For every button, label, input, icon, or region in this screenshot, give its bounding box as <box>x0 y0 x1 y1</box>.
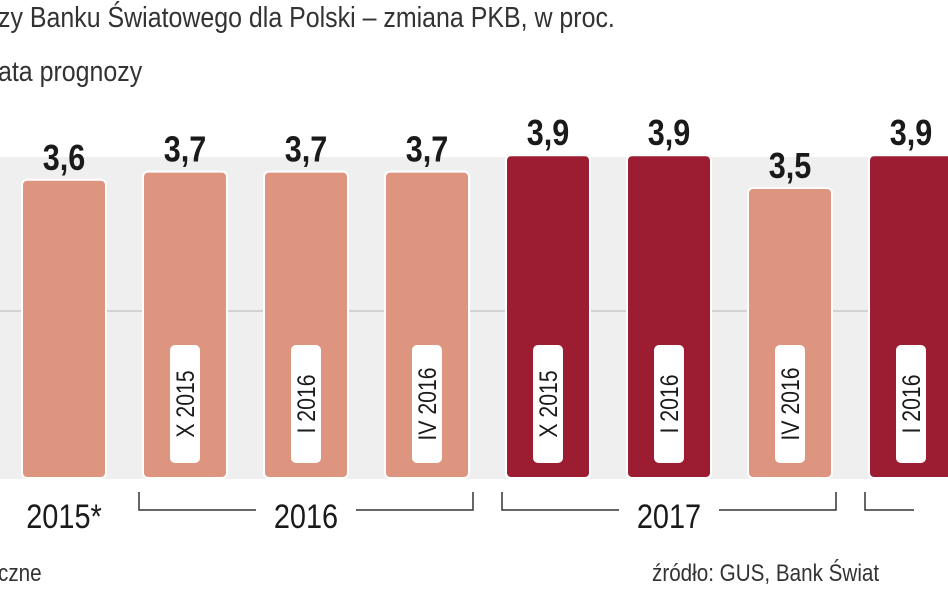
forecast-date-label: I 2016 <box>655 374 683 433</box>
bar <box>384 170 470 479</box>
bar <box>505 154 591 479</box>
value-label: 3,7 <box>285 130 328 170</box>
forecast-date-box <box>775 345 805 463</box>
bar <box>626 154 712 479</box>
year-label: 2015* <box>26 497 102 536</box>
bar <box>868 154 948 479</box>
value-label: 3,7 <box>164 130 207 170</box>
value-label: 3,9 <box>648 114 691 154</box>
value-label: 3,6 <box>43 139 86 179</box>
bar <box>21 178 107 480</box>
forecast-date-box <box>533 345 563 463</box>
forecast-date-box <box>170 345 200 463</box>
forecast-date-label: I 2016 <box>897 374 925 433</box>
bar <box>263 170 349 479</box>
source-note: źródło: GUS, Bank Świat <box>652 560 880 587</box>
forecast-date-label: IV 2016 <box>776 367 804 440</box>
year-label: 2017 <box>637 497 701 536</box>
year-bracket <box>501 492 837 511</box>
forecast-date-label: X 2015 <box>534 370 562 437</box>
forecast-date-box <box>291 345 321 463</box>
year-label: 2016 <box>274 497 338 536</box>
forecast-date-label: I 2016 <box>292 374 320 433</box>
year-bracket <box>138 492 474 511</box>
value-label: 3,5 <box>769 147 812 187</box>
value-label: 3,9 <box>890 114 933 154</box>
year-bracket <box>864 492 914 511</box>
value-label: 3,9 <box>527 114 570 154</box>
bar <box>747 187 833 479</box>
footnote: czne <box>0 560 42 587</box>
forecast-date-box <box>412 345 442 463</box>
bar <box>142 170 228 479</box>
forecast-date-label: IV 2016 <box>413 367 441 440</box>
chart-title: zy Banku Światowego dla Polski – zmiana … <box>0 2 615 34</box>
chart-subtitle: ata prognozy <box>0 56 143 88</box>
forecast-date-box <box>654 345 684 463</box>
value-label: 3,7 <box>406 130 449 170</box>
forecast-date-box <box>896 345 926 463</box>
forecast-date-label: X 2015 <box>171 370 199 437</box>
